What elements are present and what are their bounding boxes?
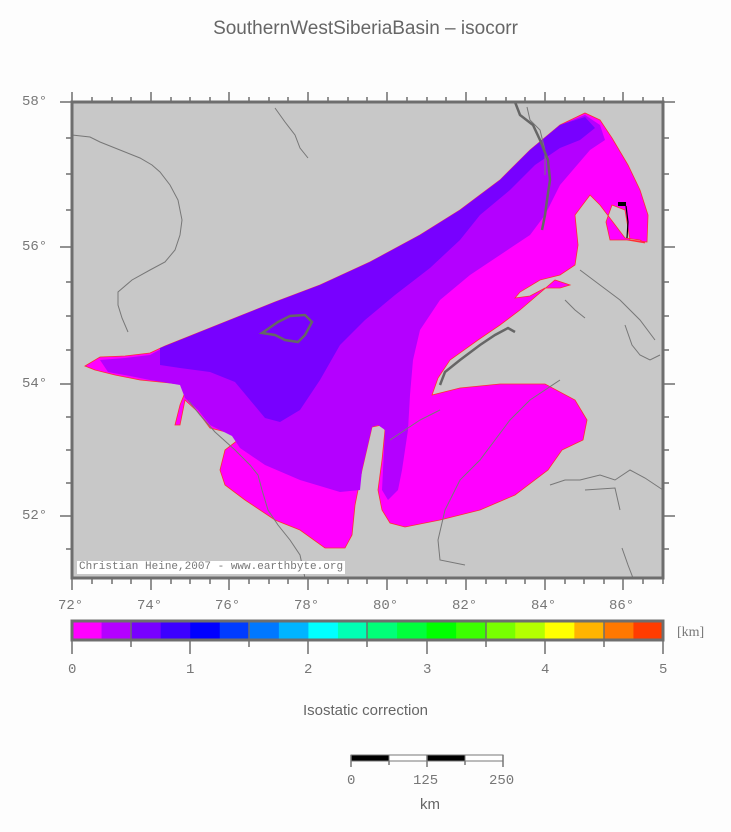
credit-text: Christian Heine,2007 - www.earthbyte.org (77, 561, 346, 574)
lat-label-56: 56° (22, 239, 48, 255)
colorbar-swatch (456, 621, 487, 640)
scale-unit: km (420, 796, 440, 813)
colorbar (72, 621, 664, 640)
river-ob (258, 101, 552, 386)
lon-label-80: 80° (373, 598, 399, 614)
colorbar-swatch (397, 621, 428, 640)
lat-label-52: 52° (22, 508, 48, 524)
map-title: SouthernWestSiberiaBasin – isocorr (213, 18, 518, 39)
lake-feature (618, 202, 626, 206)
colorbar-unit: [km] (677, 625, 705, 640)
colorbar-swatch (101, 621, 132, 640)
colorbar-swatch (131, 621, 162, 640)
colorbar-swatch (278, 621, 309, 640)
black-boundary (625, 205, 629, 239)
lat-ticks (60, 101, 675, 550)
colorbar-swatch (72, 621, 103, 640)
lon-label-84: 84° (531, 598, 557, 614)
lat-label-54: 54° (22, 376, 48, 392)
colorbar-swatch (367, 621, 398, 640)
colorbar-tick-2: 2 (304, 662, 313, 678)
lon-label-72: 72° (58, 598, 84, 614)
colorbar-swatch (633, 621, 664, 640)
lon-label-74: 74° (137, 598, 163, 614)
colorbar-tick-0: 0 (68, 662, 77, 678)
lon-ticks (71, 92, 664, 590)
scale-bar (350, 754, 504, 767)
scale-label-125: 125 (413, 773, 439, 789)
scale-label-250: 250 (489, 773, 515, 789)
colorbar-swatch (308, 621, 339, 640)
lon-label-78: 78° (294, 598, 320, 614)
colorbar-swatch (337, 621, 368, 640)
colorbar-ticks (71, 620, 664, 654)
colorbar-swatch (426, 621, 457, 640)
colorbar-swatch (515, 621, 546, 640)
lon-label-76: 76° (215, 598, 241, 614)
colorbar-tick-1: 1 (186, 662, 195, 678)
colorbar-swatch (603, 621, 634, 640)
lat-label-58: 58° (22, 94, 48, 110)
colorbar-tick-3: 3 (423, 662, 432, 678)
rivers-borders (71, 106, 664, 579)
colorbar-swatch (160, 621, 191, 640)
colorbar-title: Isostatic correction (302, 702, 429, 719)
colorbar-tick-5: 5 (659, 662, 668, 678)
lon-label-82: 82° (452, 598, 478, 614)
basin-heatmap (84, 112, 649, 549)
colorbar-swatch (544, 621, 575, 640)
colorbar-swatch (574, 621, 605, 640)
colorbar-swatch (485, 621, 516, 640)
colorbar-tick-4: 4 (541, 662, 550, 678)
lon-label-86: 86° (609, 598, 635, 614)
colorbar-swatch (219, 621, 250, 640)
colorbar-swatch (249, 621, 280, 640)
colorbar-swatch (190, 621, 221, 640)
scale-label-0: 0 (347, 773, 356, 789)
